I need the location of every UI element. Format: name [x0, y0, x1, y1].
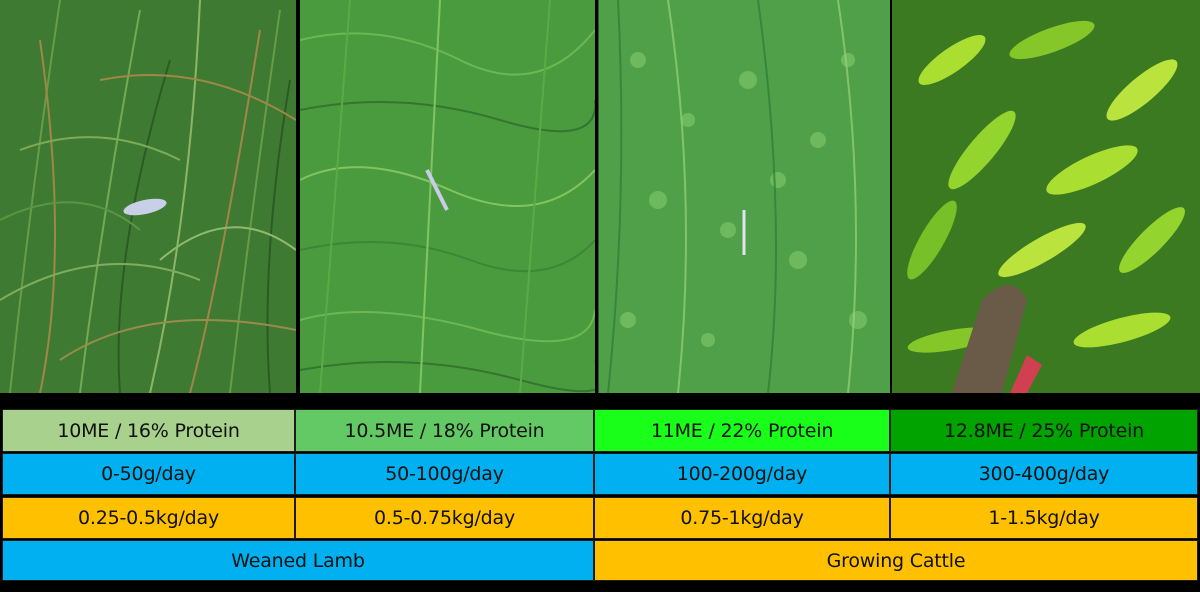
- lamb-gain-cell-4: 300-400g/day: [890, 453, 1198, 495]
- quality-cell-4: 12.8ME / 25% Protein: [890, 409, 1198, 452]
- pasture-photo-3: [598, 0, 890, 393]
- pasture-photo-2: [300, 0, 595, 393]
- pasture-photos: [0, 0, 1200, 393]
- cattle-gain-cell-1: 0.25-0.5kg/day: [2, 497, 295, 539]
- legend-growing-cattle: Growing Cattle: [594, 540, 1198, 581]
- pen-object: [425, 169, 449, 211]
- lamb-gain-cell-3: 100-200g/day: [594, 453, 890, 495]
- quality-cell-2: 10.5ME / 18% Protein: [295, 409, 594, 452]
- pasture-photo-1: [0, 0, 296, 393]
- boot-object: [952, 285, 1027, 393]
- quality-cell-1: 10ME / 16% Protein: [2, 409, 295, 452]
- grass-image: [300, 0, 595, 393]
- knife-object: [123, 198, 167, 216]
- legend-weaned-lamb: Weaned Lamb: [2, 540, 594, 581]
- cattle-gain-row: 0.25-0.5kg/day 0.5-0.75kg/day 0.75-1kg/d…: [2, 497, 1198, 539]
- legend-row: Weaned Lamb Growing Cattle: [2, 540, 1198, 581]
- cattle-gain-cell-2: 0.5-0.75kg/day: [295, 497, 594, 539]
- lamb-gain-cell-2: 50-100g/day: [295, 453, 594, 495]
- lamb-gain-row: 0-50g/day 50-100g/day 100-200g/day 300-4…: [2, 453, 1198, 495]
- lamb-gain-cell-1: 0-50g/day: [2, 453, 295, 495]
- grass-image: [0, 0, 296, 393]
- quality-row: 10ME / 16% Protein 10.5ME / 18% Protein …: [2, 409, 1198, 452]
- herb-image: [892, 0, 1200, 393]
- clover-image: [598, 0, 890, 393]
- cattle-gain-cell-4: 1-1.5kg/day: [890, 497, 1198, 539]
- quality-cell-3: 11ME / 22% Protein: [594, 409, 890, 452]
- pasture-photo-4: [892, 0, 1200, 393]
- cattle-gain-cell-3: 0.75-1kg/day: [594, 497, 890, 539]
